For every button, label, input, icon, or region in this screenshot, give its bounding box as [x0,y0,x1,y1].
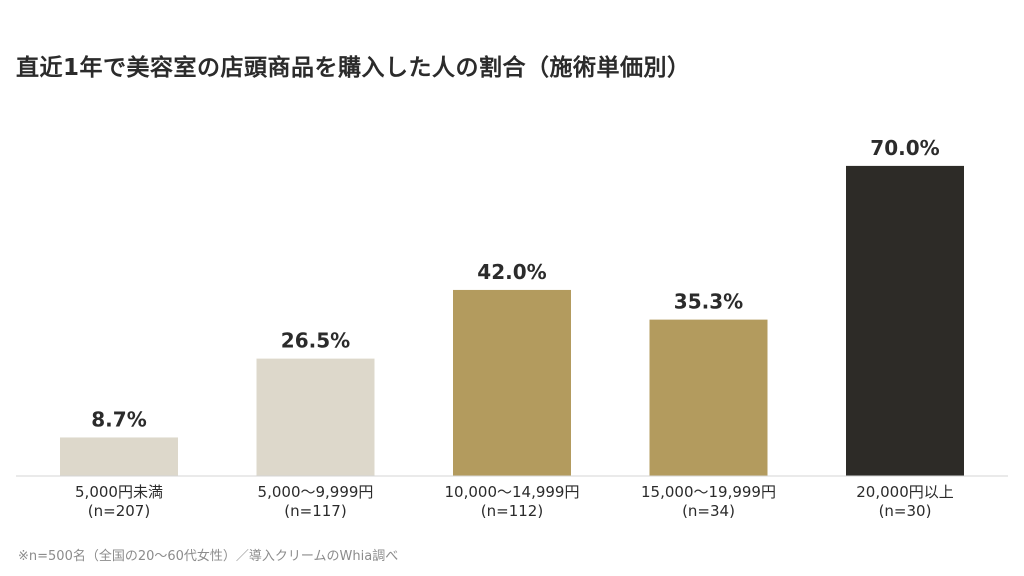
category-label-4: 15,000〜19,999円 [641,483,776,501]
chart-title: 直近1年で美容室の店頭商品を購入した人の割合（施術単価別） [16,55,691,81]
category-label-1: 5,000円未満 [75,483,163,501]
sample-size-label-4: (n=34) [682,502,735,520]
sample-size-label-3: (n=112) [481,502,543,520]
category-label-3: 10,000〜14,999円 [445,483,580,501]
value-label-2: 26.5% [281,329,350,353]
bars-layer: 8.7%5,000円未満(n=207)26.5%5,000〜9,999円(n=1… [60,136,964,520]
bar-5 [846,165,964,476]
category-label-2: 5,000〜9,999円 [258,483,374,501]
bar-2 [256,358,375,476]
sample-size-label-5: (n=30) [879,502,932,520]
value-label-5: 70.0% [870,136,939,160]
bar-3 [453,289,571,476]
bar-1 [60,437,178,476]
value-label-4: 35.3% [674,290,743,314]
bar-4 [649,319,768,476]
value-label-1: 8.7% [91,407,146,431]
value-label-3: 42.0% [477,260,546,284]
footnote: ※n=500名（全国の20〜60代女性）／導入クリームのWhia調べ [18,549,399,564]
sample-size-label-2: (n=117) [284,502,346,520]
sample-size-label-1: (n=207) [88,502,150,520]
category-label-5: 20,000円以上 [856,483,954,501]
